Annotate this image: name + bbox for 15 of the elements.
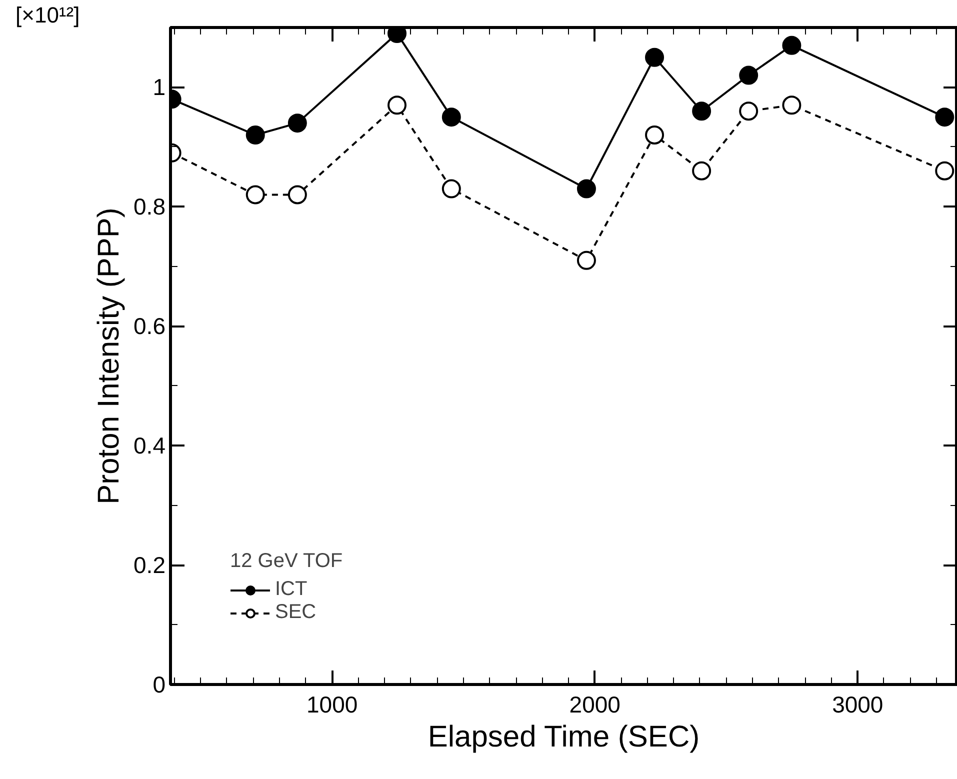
y-tick-label: 0.8 <box>134 194 166 220</box>
y-axis-title: Proton Intensity (PPP) <box>92 208 126 504</box>
x-tick-label: 2000 <box>569 692 620 718</box>
y-tick-label: 1 <box>152 74 166 100</box>
legend-label: SEC <box>275 601 316 624</box>
legend-title: 12 GeV TOF <box>230 550 343 573</box>
y-tick-label: 0.2 <box>134 552 166 578</box>
legend-label: ICT <box>275 578 308 601</box>
x-tick-label: 3000 <box>832 692 884 718</box>
x-axis-title: Elapsed Time (SEC) <box>428 720 700 754</box>
x-tick-label: 1000 <box>306 692 358 718</box>
y-tick-label: 0.6 <box>134 313 166 340</box>
text: [×10¹²] <box>16 2 80 28</box>
y-tick-label: 0.4 <box>134 432 166 459</box>
y-tick-label: 0 <box>152 672 166 698</box>
